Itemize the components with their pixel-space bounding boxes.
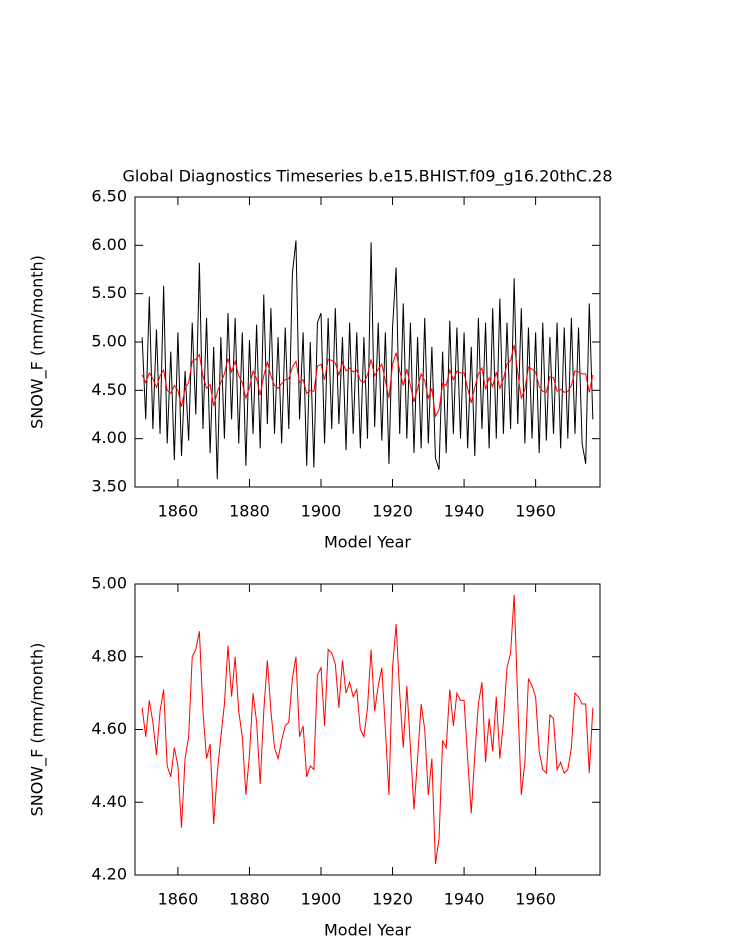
y-tick-label: 6.00 bbox=[91, 235, 127, 254]
y-tick-label: 5.00 bbox=[91, 332, 127, 351]
x-tick-label: 1960 bbox=[515, 890, 556, 909]
x-tick-label: 1940 bbox=[444, 502, 485, 521]
x-tick-label: 1880 bbox=[229, 502, 270, 521]
x-tick-label: 1940 bbox=[444, 890, 485, 909]
x-axis-label: Model Year bbox=[324, 921, 411, 940]
chart-title: Global Diagnostics Timeseries b.e15.BHIS… bbox=[122, 167, 612, 187]
data-line bbox=[141, 594, 594, 865]
y-tick-label: 6.50 bbox=[91, 187, 127, 206]
x-tick-label: 1920 bbox=[372, 890, 413, 909]
data-line bbox=[141, 240, 594, 480]
x-tick-label: 1860 bbox=[158, 890, 199, 909]
x-axis-label: Model Year bbox=[324, 533, 411, 552]
y-tick-label: 4.00 bbox=[91, 428, 127, 447]
y-tick-label: 3.50 bbox=[91, 477, 127, 496]
x-tick-label: 1960 bbox=[515, 502, 556, 521]
y-axis-label: SNOW_F (mm/month) bbox=[28, 643, 48, 817]
y-tick-label: 4.80 bbox=[91, 646, 127, 665]
x-tick-label: 1900 bbox=[301, 890, 342, 909]
y-tick-label: 5.00 bbox=[91, 574, 127, 593]
y-tick-label: 4.50 bbox=[91, 380, 127, 399]
x-tick-label: 1860 bbox=[158, 502, 199, 521]
x-tick-label: 1920 bbox=[372, 502, 413, 521]
y-axis-label: SNOW_F (mm/month) bbox=[28, 255, 48, 429]
y-tick-label: 4.60 bbox=[91, 719, 127, 738]
x-tick-label: 1880 bbox=[229, 890, 270, 909]
y-tick-label: 4.20 bbox=[91, 865, 127, 884]
y-tick-label: 5.50 bbox=[91, 283, 127, 302]
data-line bbox=[141, 344, 594, 419]
plot-frame bbox=[134, 196, 601, 488]
x-tick-label: 1900 bbox=[301, 502, 342, 521]
y-tick-label: 4.40 bbox=[91, 792, 127, 811]
